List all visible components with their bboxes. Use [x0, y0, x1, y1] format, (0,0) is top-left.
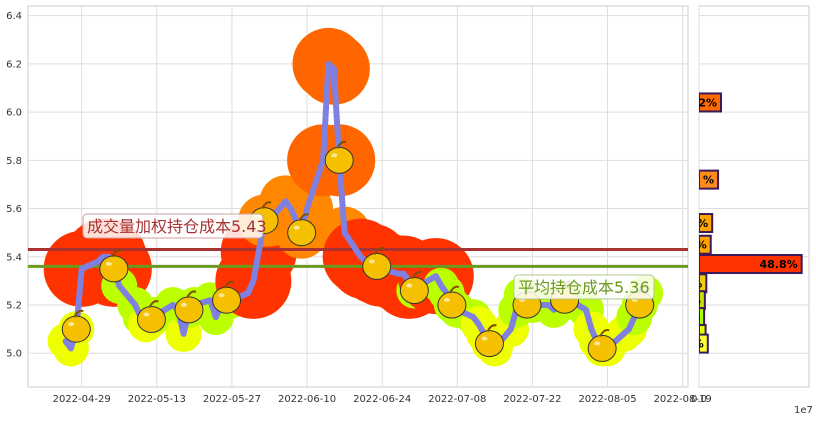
side-plot-area [698, 5, 810, 388]
volume-bar: % [693, 333, 709, 354]
x-tick-label: 2022-05-27 [203, 394, 261, 405]
vwap-cost-label: 成交量加权持仓成本5.43 [87, 217, 267, 236]
y-tick-label: 5.2 [6, 301, 22, 312]
volume-histogram: 2%%%%48.8%%%%%% [689, 92, 803, 354]
volume-bar-label: % [697, 217, 708, 230]
volume-bar-label: % [691, 277, 702, 290]
fruit-marker [437, 285, 467, 319]
volume-bar: 2% [698, 92, 722, 113]
x-tick-label: 2022-08-05 [578, 394, 636, 405]
side-x-tick-label: 0.0 [691, 394, 707, 405]
y-tick-label: 5.6 [6, 204, 22, 215]
x-tick-label: 2022-07-08 [428, 394, 486, 405]
volume-bar-label: % [703, 174, 714, 187]
x-tick-label: 2022-06-10 [278, 394, 336, 405]
side-x-ticks: 0.02.55.0 [691, 394, 707, 405]
fruit-marker [474, 324, 504, 358]
y-tick-label: 6.0 [6, 108, 22, 119]
fruit-marker [212, 280, 242, 314]
side-x-multiplier: 1e7 [794, 405, 813, 416]
x-tick-label: 2022-08-19 [654, 394, 712, 405]
avg-cost-label: 平均持仓成本5.36 [518, 278, 650, 297]
fruit-marker [136, 300, 166, 333]
x-tick-label: 2022-05-13 [128, 394, 186, 405]
x-axis-ticks: 2022-04-29 2022-05-13 2022-05-27 2022-06-10… [53, 394, 712, 405]
fruit-marker [174, 290, 204, 324]
avg-annotation: 平均持仓成本5.36 [513, 274, 655, 300]
fruit-marker [324, 140, 354, 174]
x-tick-label: 2022-06-24 [353, 394, 411, 405]
volume-bar-label: % [690, 294, 701, 307]
y-tick-label: 6.4 [6, 11, 22, 22]
fruit-marker [287, 213, 317, 247]
vwap-annotation: 成交量加权持仓成本5.43 [82, 213, 267, 239]
x-tick-label: 2022-04-29 [53, 394, 111, 405]
volume-bar: % [696, 234, 712, 255]
volume-bar: % [699, 169, 720, 190]
volume-bar-label: % [693, 338, 704, 351]
y-tick-label: 6.2 [6, 59, 22, 70]
fruit-marker [99, 249, 129, 283]
fruit-marker [61, 309, 91, 343]
volume-bar: % [689, 307, 706, 328]
volume-bar: 48.8% [699, 254, 803, 275]
volume-bar-label: 48.8% [759, 258, 797, 271]
y-axis-ticks: 5.0 5.2 5.4 5.6 5.8 6.0 6.2 6.4 [6, 11, 22, 360]
fruit-marker [587, 329, 617, 362]
y-tick-label: 5.8 [6, 156, 22, 167]
y-tick-label: 5.0 [6, 349, 22, 360]
y-tick-label: 5.4 [6, 252, 22, 263]
volume-bar: % [690, 290, 706, 311]
volume-bar-label: 2% [698, 96, 717, 109]
volume-bar: % [697, 213, 714, 234]
x-tick-label: 2022-07-22 [503, 394, 561, 405]
fruit-marker [362, 247, 392, 280]
volume-bar-label: % [696, 239, 707, 252]
volume-bar-label: % [689, 311, 700, 324]
fruit-marker [399, 271, 429, 305]
